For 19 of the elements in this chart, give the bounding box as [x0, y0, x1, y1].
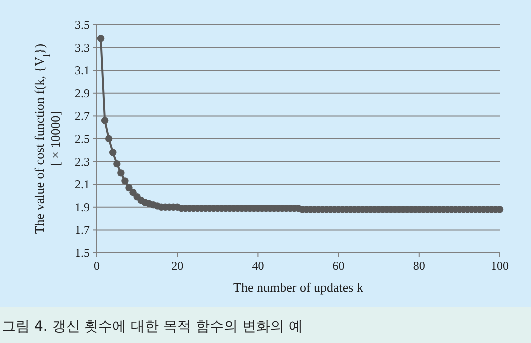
y-tick-label: 2.3 — [75, 154, 90, 169]
x-tick-label: 60 — [332, 259, 345, 273]
y-tick-label: 3.3 — [75, 40, 90, 55]
x-tick-label: 100 — [491, 259, 509, 273]
y-tick-label: 1.5 — [75, 246, 90, 260]
y-tick-label: 3.1 — [75, 64, 90, 78]
y-tick-label: 3.5 — [75, 18, 90, 32]
y-tick-label: 1.9 — [75, 200, 90, 214]
y-tick-label: 2.1 — [75, 178, 90, 192]
y-tick-label: 1.7 — [75, 223, 90, 238]
x-tick-label: 80 — [413, 259, 426, 273]
x-tick-label: 0 — [94, 259, 100, 273]
x-axis-title: The number of updates k — [234, 280, 364, 295]
caption: 그림 4. 갱신 횟수에 대한 목적 함수의 변화의 예 — [2, 319, 303, 335]
y-tick-label: 2.5 — [75, 132, 90, 146]
y-tick-label: 2.9 — [75, 86, 90, 100]
x-tick-label: 40 — [252, 259, 264, 273]
y-tick-label: 2.7 — [75, 109, 90, 124]
x-tick-label: 20 — [172, 259, 184, 273]
